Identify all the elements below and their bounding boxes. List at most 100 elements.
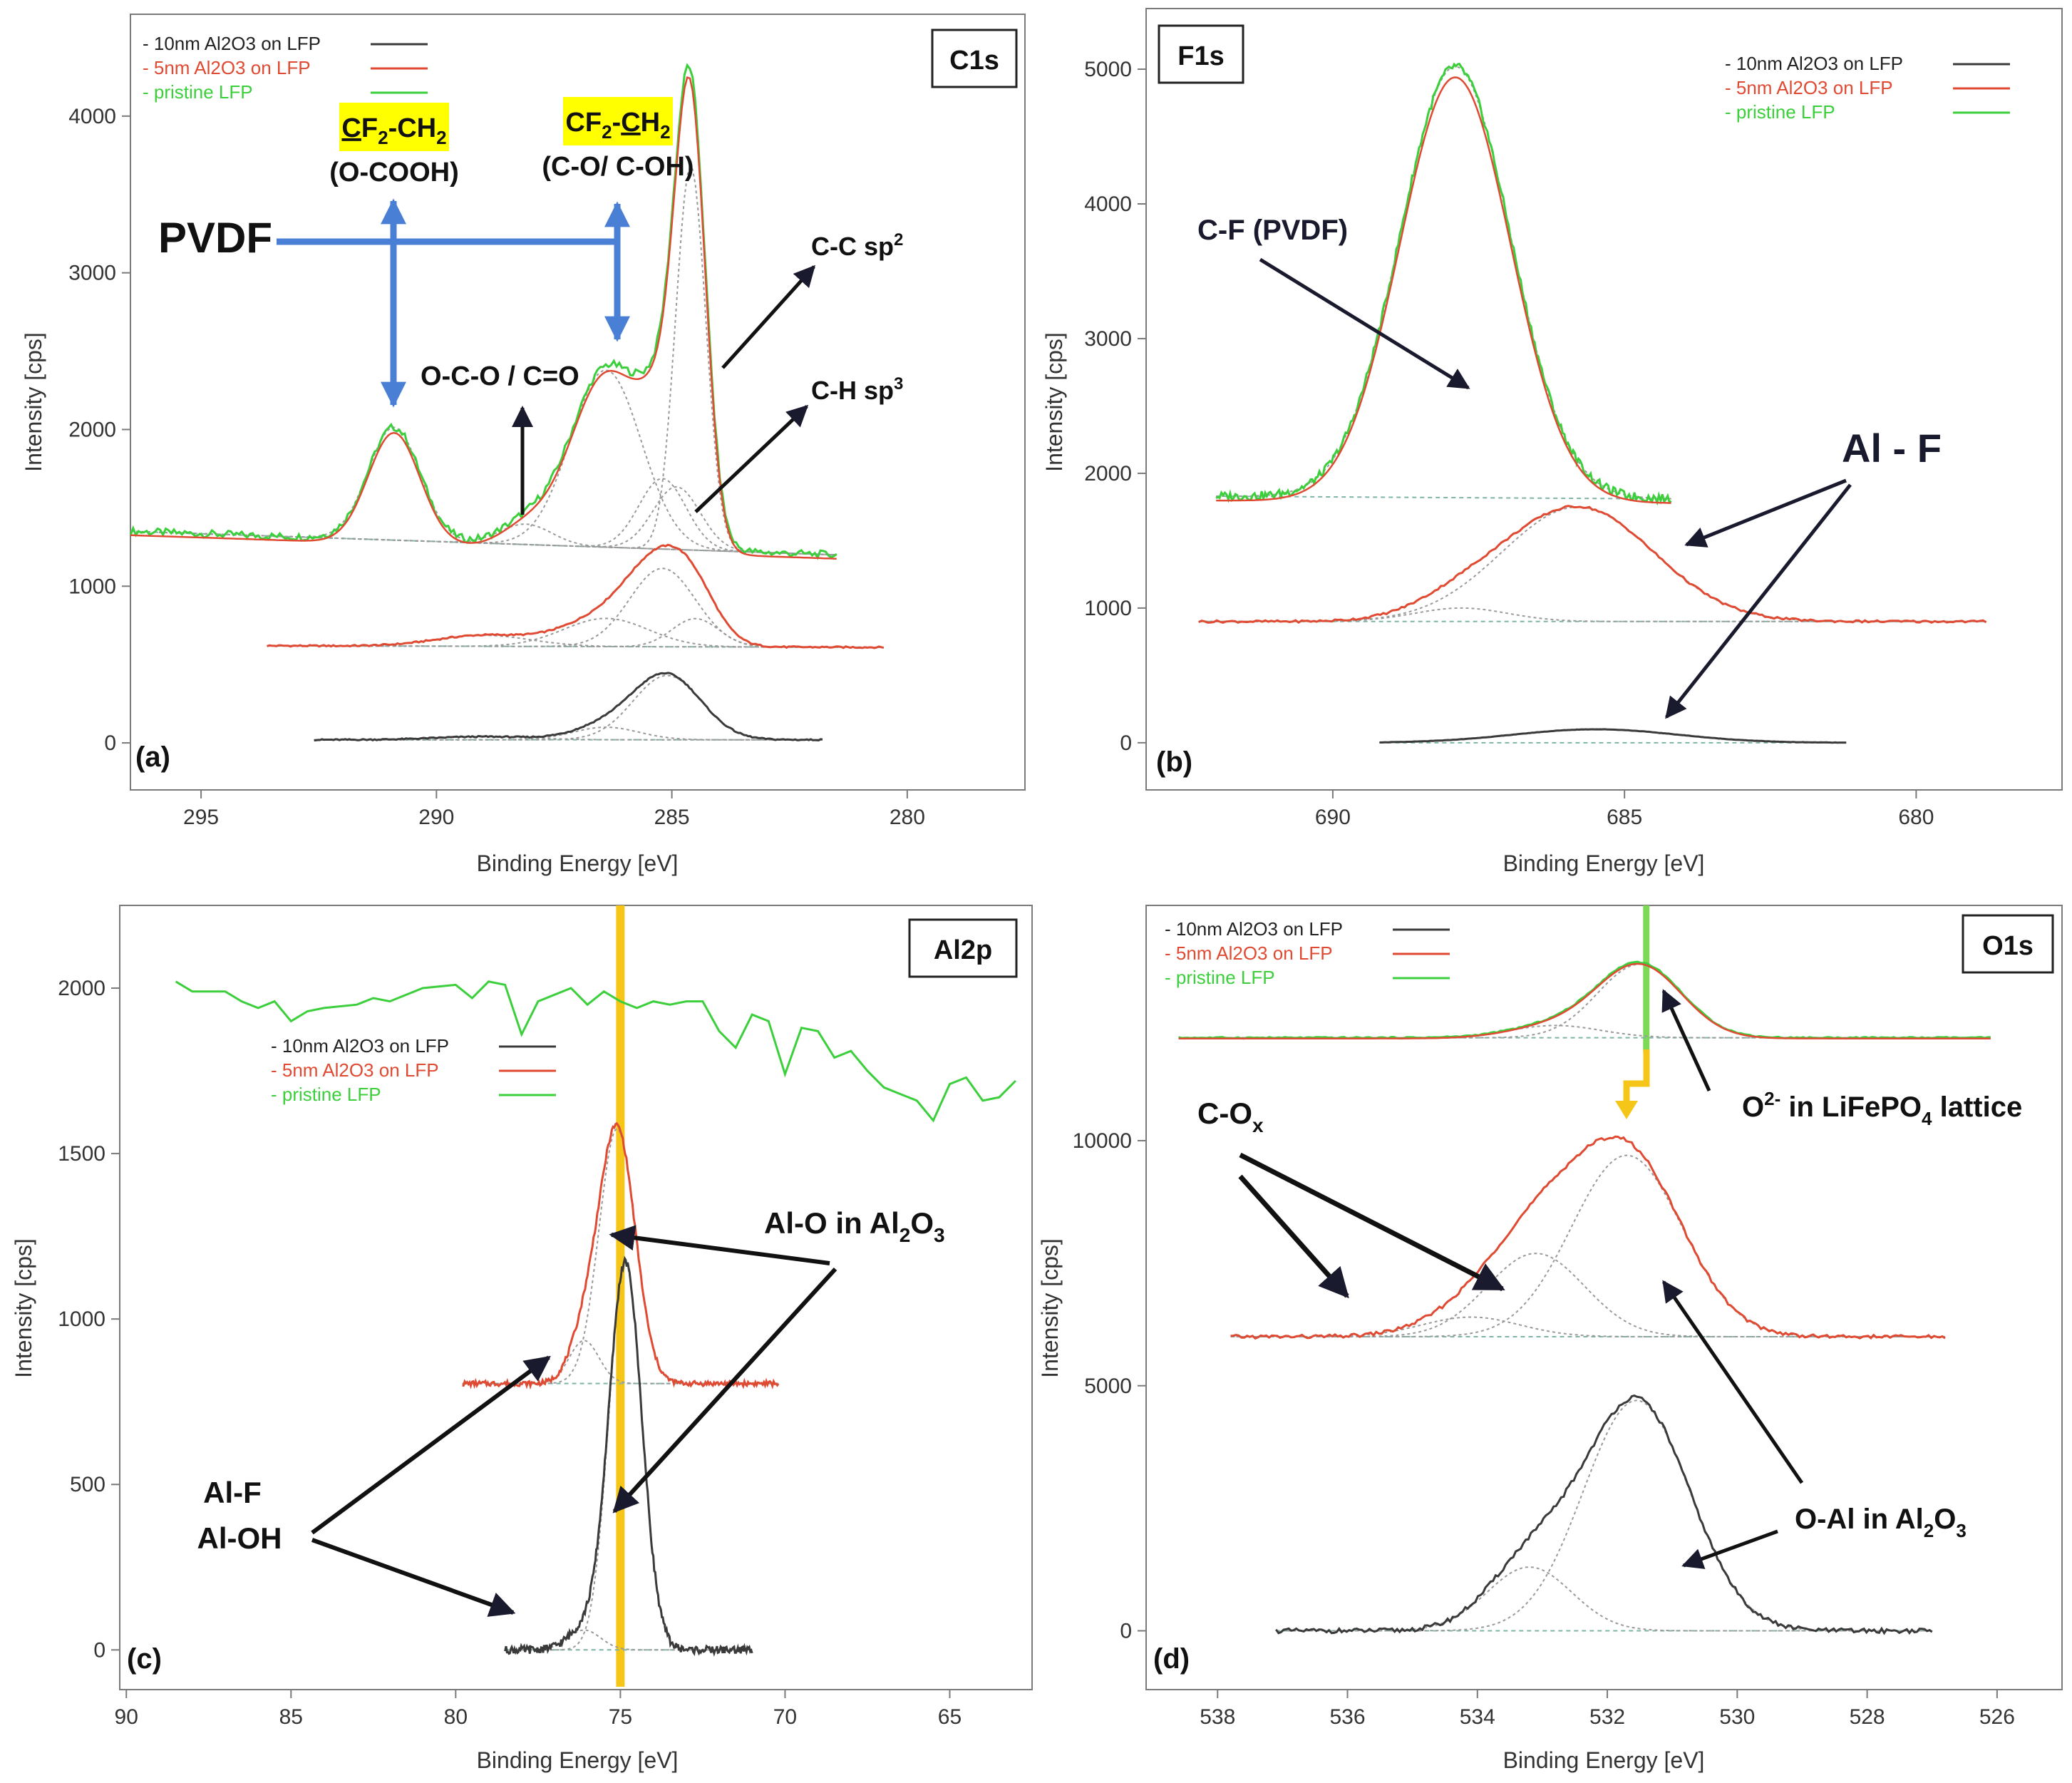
ylabel-d: Intensity [cps] — [1037, 1238, 1063, 1378]
y-tick-label-a: 3000 — [68, 262, 116, 285]
box-label-frame-b — [1158, 24, 1244, 84]
y-tick-label-c: 0 — [93, 1638, 105, 1662]
label-cf2-left-sub: (O-COOH) — [329, 158, 459, 187]
arrow-alo-upper — [609, 1225, 830, 1265]
label-chsp3: C-H sp3 — [811, 374, 903, 405]
panel-label-c: (c) — [127, 1643, 162, 1675]
arrow-o2 — [1661, 989, 1711, 1092]
series-fit-envelope-a — [130, 76, 837, 560]
legend-d: - 10nm Al2O3 on LFP- 5nm Al2O3 on LFP - p… — [1165, 918, 1450, 988]
legend-label-b: - pristine LFP — [1725, 101, 1835, 123]
y-tick-label-b: 3000 — [1084, 327, 1132, 351]
legend-label-a: - 5nm Al2O3 on LFP — [143, 57, 311, 78]
box-label-frame-c — [908, 918, 1018, 978]
xlabel-c: Binding Energy [eV] — [477, 1747, 679, 1773]
series-line-b — [1198, 505, 1987, 625]
label-cf2-left: CF2-CH2 — [341, 113, 446, 148]
arrow-alf-b-lower — [1665, 483, 1852, 719]
series-line-c — [462, 1121, 780, 1390]
arrow-oal-lower — [1681, 1529, 1778, 1569]
box-label-a: C1s — [949, 46, 999, 76]
ylabel-b: Intensity [cps] — [1041, 332, 1067, 472]
y-tick-label-b: 1000 — [1084, 597, 1132, 620]
y-tick-label-b: 4000 — [1084, 192, 1132, 216]
x-tick-label-a: 280 — [890, 806, 925, 829]
axes-d: 538 536 534 532 530 528 526 0 5000 10000 — [1073, 1129, 2015, 1729]
x-tick-label-c: 65 — [938, 1705, 962, 1729]
axes-a: 295 290 285 280 0 1000 2000 3000 4000 — [68, 105, 925, 829]
panel-label-a: (a) — [135, 741, 170, 773]
arrow-cf — [1259, 257, 1470, 390]
baseline-b — [1216, 495, 1671, 500]
legend-label-c: - 10nm Al2O3 on LFP — [271, 1035, 449, 1057]
label-alf-c: Al-F — [203, 1476, 262, 1509]
box-label-b: F1s — [1177, 41, 1224, 71]
axes-c: 90 85 80 75 70 65 0 500 1000 1500 2000 — [58, 977, 962, 1729]
y-tick-label-a: 4000 — [68, 105, 116, 128]
fit-component-d — [1230, 1316, 1945, 1337]
xlabel-b: Binding Energy [eV] — [1503, 851, 1705, 876]
x-tick-label-b: 680 — [1898, 806, 1934, 829]
series-line-d — [1230, 1135, 1946, 1340]
y-tick-label-d: 5000 — [1084, 1374, 1132, 1398]
x-tick-label-b: 685 — [1607, 806, 1642, 829]
series-line-d — [1275, 1394, 1933, 1635]
panel-a: 295 290 285 280 0 1000 2000 3000 4000 - 10nm Al2… — [21, 14, 1026, 876]
highlight-cf2-right — [563, 97, 673, 145]
curves-b — [1198, 62, 1987, 744]
series-line-b — [1379, 728, 1847, 744]
x-tick-label-c: 80 — [444, 1705, 468, 1729]
curves-d — [1178, 905, 1991, 1635]
x-tick-label-a: 285 — [654, 806, 690, 829]
box-label-c: Al2p — [934, 935, 992, 965]
plot-frame-d — [1145, 905, 2063, 1690]
x-tick-label-c: 90 — [115, 1705, 138, 1729]
legend-label-b: - 10nm Al2O3 on LFP — [1725, 53, 1903, 74]
x-tick-label-d: 538 — [1200, 1705, 1235, 1729]
o1s-marker-elbow-head — [1615, 1101, 1638, 1119]
y-tick-label-a: 2000 — [68, 418, 116, 441]
legend-c: - 10nm Al2O3 on LFP- 5nm Al2O3 on LFP - p… — [271, 1035, 556, 1105]
arrow-alf-upper — [311, 1355, 551, 1535]
fit-component-b — [1216, 66, 1671, 500]
legend-label-a: - pristine LFP — [143, 81, 253, 103]
x-tick-label-d: 536 — [1329, 1705, 1365, 1729]
x-tick-label-c: 85 — [279, 1705, 303, 1729]
y-tick-label-c: 2000 — [58, 977, 105, 1000]
y-tick-label-d: 0 — [1120, 1620, 1132, 1643]
series-line-a — [267, 543, 885, 649]
legend-label-d: - 10nm Al2O3 on LFP — [1165, 918, 1343, 940]
x-tick-label-d: 532 — [1589, 1705, 1625, 1729]
x-tick-label-a: 290 — [418, 806, 454, 829]
arrow-cox-left — [1238, 1174, 1349, 1299]
series-line-a — [314, 672, 823, 742]
label-csp2: C-C sp2 — [811, 230, 903, 261]
annotations-c: Al-O in Al2O3 Al-F Al-OH — [197, 1206, 945, 1617]
o1s-marker-elbow — [1623, 1049, 1650, 1111]
panel-d: 538 536 534 532 530 528 526 0 5000 10000 - 10nm A… — [1037, 905, 2063, 1773]
y-tick-label-a: 0 — [104, 731, 116, 755]
panel-b: 690 685 680 0 1000 2000 3000 4000 5000 - 10nm Al… — [1041, 8, 2063, 876]
fit-component-a — [130, 485, 837, 556]
x-tick-label-c: 75 — [609, 1705, 632, 1729]
x-tick-label-b: 690 — [1315, 806, 1351, 829]
series-line-d — [1178, 960, 1991, 1040]
label-cf2-right: CF2-CH2 — [565, 108, 670, 143]
plot-frame-c — [119, 905, 1033, 1690]
highlight-cf2-left — [339, 103, 449, 151]
x-tick-label-d: 528 — [1850, 1705, 1885, 1729]
x-tick-label-d: 534 — [1460, 1705, 1495, 1729]
legend-label-b: - 5nm Al2O3 on LFP — [1725, 77, 1893, 98]
y-tick-label-b: 2000 — [1084, 462, 1132, 485]
label-alo: Al-O in Al2O3 — [764, 1206, 945, 1246]
fit-component-d — [1276, 1566, 1932, 1632]
panel-c: 90 85 80 75 70 65 0 500 1000 1500 2000 - 10nm Al2O… — [11, 905, 1033, 1773]
series-fit-envelope-b — [1216, 76, 1671, 504]
series-line-c — [504, 1255, 753, 1657]
box-label-frame-a — [931, 29, 1018, 88]
x-tick-label-d: 530 — [1719, 1705, 1755, 1729]
plot-frame-b — [1145, 8, 2063, 791]
legend-label-c: - 5nm Al2O3 on LFP — [271, 1059, 439, 1081]
y-tick-label-a: 1000 — [68, 575, 116, 598]
